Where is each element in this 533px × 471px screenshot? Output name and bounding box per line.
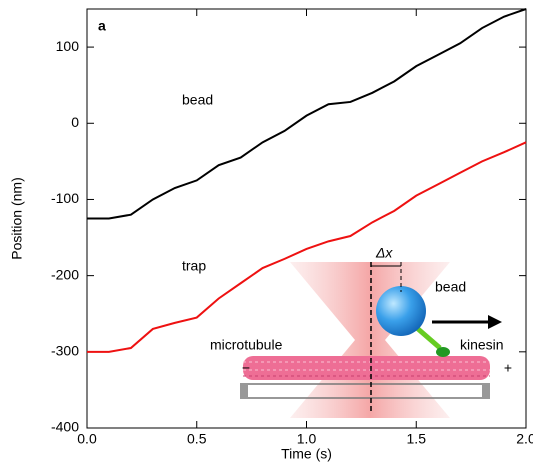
- x-tick-label: 2.0: [516, 431, 533, 447]
- y-tick-label: -300: [51, 343, 79, 359]
- annotation: microtubule: [210, 337, 283, 353]
- annotation: bead: [182, 92, 213, 108]
- annotation: trap: [182, 258, 206, 274]
- y-tick-label: 0: [71, 114, 79, 130]
- y-tick-label: -400: [51, 419, 79, 435]
- annotation: +: [504, 360, 512, 376]
- annotation: Δx: [375, 245, 393, 261]
- series-line: [87, 8, 527, 220]
- x-tick-label: 1.5: [407, 431, 427, 447]
- annotation: bead: [435, 279, 466, 295]
- x-tick-label: 0.0: [77, 431, 97, 447]
- series-line: [87, 141, 527, 353]
- y-tick-label: -200: [51, 266, 79, 282]
- x-tick-label: 1.0: [297, 431, 317, 447]
- panel-label: a: [98, 18, 106, 34]
- x-tick-label: 0.5: [187, 431, 207, 447]
- y-axis-label: Position (nm): [9, 177, 25, 259]
- inset-diagram: [240, 262, 502, 418]
- y-tick-label: -100: [51, 190, 79, 206]
- y-tick-label: 100: [56, 38, 80, 54]
- x-axis-label: Time (s): [281, 446, 332, 462]
- annotation: −: [242, 360, 250, 376]
- annotation: kinesin: [460, 337, 504, 353]
